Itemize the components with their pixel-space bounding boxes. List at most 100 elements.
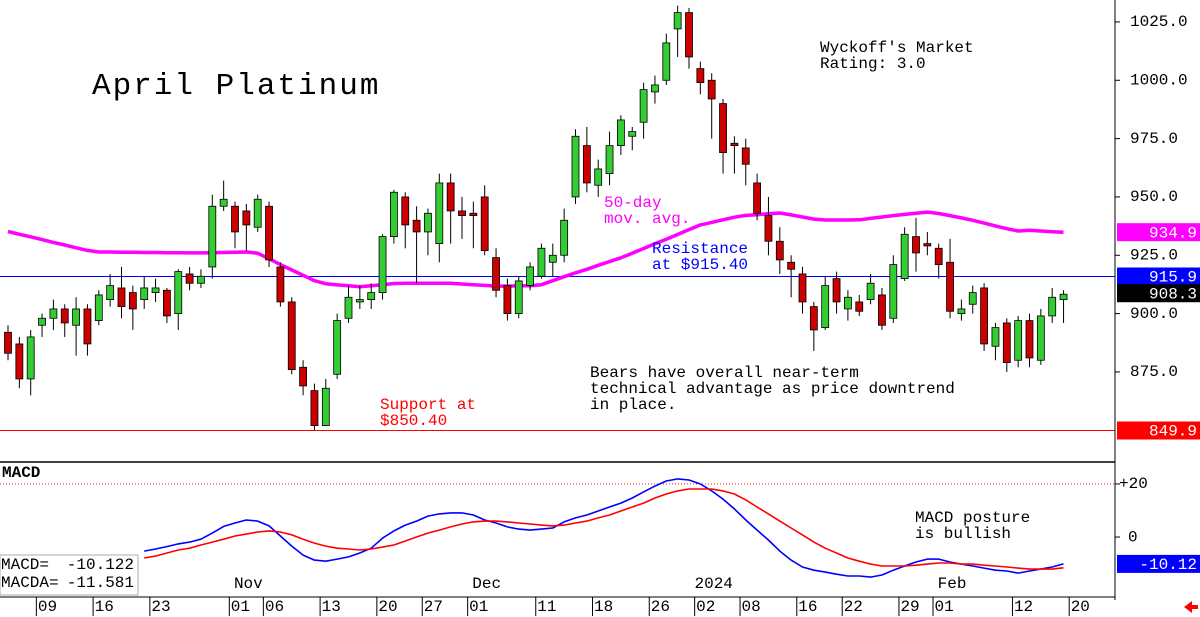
candle-body [900, 233, 909, 279]
candle-body [889, 264, 898, 319]
candle-body [764, 215, 773, 242]
macd-y-tick-label: +20 [1119, 475, 1148, 493]
candle-body [128, 292, 137, 310]
month-label: Nov [234, 575, 263, 593]
x-tick-label: 20 [1071, 598, 1090, 616]
chart-title: April Platinum [92, 69, 380, 104]
x-tick-label: 06 [265, 598, 284, 616]
candle-body [991, 327, 1000, 347]
candle-body [299, 366, 308, 387]
candle-body [719, 103, 727, 153]
candle-body [526, 266, 534, 286]
candle-body [1014, 320, 1023, 361]
candle-body [1048, 296, 1057, 317]
macd-layer [144, 478, 1064, 578]
moving-average-value-label: 934.9 [1149, 224, 1197, 242]
x-tick-label: 16 [798, 598, 817, 616]
candle-body [140, 287, 149, 300]
scroll-arrow [1184, 601, 1198, 613]
y-tick-label: 900.0 [1130, 305, 1178, 323]
candle-body [83, 308, 92, 345]
last-price-label-box [1117, 284, 1200, 303]
x-tick-label: 09 [38, 598, 57, 616]
candle-body [1059, 293, 1068, 301]
candle-body [480, 196, 489, 252]
macd-info-name: MACD= [1, 556, 49, 574]
candle-body [934, 247, 943, 265]
candle-body [1002, 322, 1011, 363]
candle-body [219, 198, 228, 207]
candle-body [367, 292, 376, 301]
outlook-note: technical advantage as price downtrend [590, 380, 955, 398]
candle-body [435, 182, 444, 245]
candle-body [38, 317, 46, 326]
macd-info-value: -11.581 [67, 574, 134, 592]
candle-body [15, 343, 24, 380]
candle-body [94, 294, 103, 321]
candle-body [49, 308, 58, 319]
macd-value-label: -10.12 [1139, 556, 1197, 574]
rating-note: Wyckoff's Market [820, 39, 974, 57]
candle-body [775, 240, 784, 261]
candle-body [651, 84, 659, 93]
candle-body [957, 308, 966, 314]
x-tick-label: 01 [231, 598, 250, 616]
resistance-value-label: 915.9 [1149, 269, 1197, 287]
macd-value-label-box [1117, 554, 1200, 573]
candle-body [923, 243, 932, 247]
candle-body [605, 145, 614, 175]
resistance-note: at $915.40 [652, 256, 748, 274]
x-tick-label: 02 [696, 598, 715, 616]
candle-body [798, 273, 807, 303]
candle-body [1036, 315, 1045, 361]
y-tick-label: 875.0 [1130, 363, 1178, 381]
candles-layer [4, 5, 1068, 431]
candle-body [673, 12, 682, 30]
candle-body [208, 205, 217, 268]
macd-panel-label: MACD [2, 464, 40, 482]
month-label: 2024 [694, 575, 732, 593]
candle-body [730, 142, 739, 146]
support-value-label: 849.9 [1149, 423, 1197, 441]
candle-body [685, 12, 693, 58]
candle-body [582, 145, 591, 184]
macd-note: MACD posture [915, 509, 1030, 527]
candle-body [333, 320, 342, 375]
candle-body [741, 147, 750, 165]
moving-average-note: mov. avg. [604, 210, 690, 228]
x-tick-label: 26 [651, 598, 670, 616]
resistance-note: Resistance [652, 240, 748, 258]
x-tick-label: 18 [594, 598, 613, 616]
candle-body [968, 292, 977, 305]
x-tick-label: 01 [935, 598, 954, 616]
candle-body [707, 79, 716, 100]
outlook-note: in place. [590, 396, 676, 414]
candle-body [832, 278, 841, 303]
moving-average-note: 50-day [604, 194, 662, 212]
candle-body [355, 299, 364, 303]
macd-line [144, 478, 1064, 578]
candle-body [560, 219, 569, 256]
candle-body [980, 287, 988, 345]
candle-body [162, 289, 171, 317]
candle-body [537, 247, 546, 277]
y-tick-label: 975.0 [1130, 130, 1178, 148]
candle-body [106, 285, 115, 301]
candle-body [821, 285, 830, 329]
x-tick-label: 13 [322, 598, 341, 616]
candle-body [4, 331, 12, 354]
x-tick-label: 29 [900, 598, 919, 616]
x-tick-label: 20 [378, 598, 397, 616]
candle-body [276, 266, 285, 303]
candle-body [492, 257, 500, 291]
support-note: Support at [380, 396, 476, 414]
moving-average-line [7, 210, 1064, 289]
x-tick-label: 16 [95, 598, 114, 616]
x-tick-label: 11 [537, 598, 556, 616]
text-layer: April Platinum MACD 1025.0 1000.0 975.0 950… [0, 13, 1197, 616]
candle-body [389, 191, 398, 237]
support-note: $850.40 [380, 412, 447, 430]
macd-info-box [0, 554, 139, 596]
candle-body [469, 212, 478, 216]
